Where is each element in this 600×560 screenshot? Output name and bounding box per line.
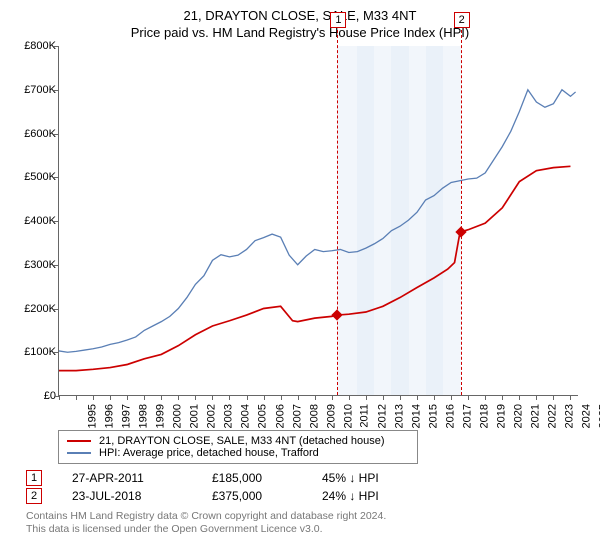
legend-row: 21, DRAYTON CLOSE, SALE, M33 4NT (detach…: [67, 435, 409, 447]
sale-date: 23-JUL-2018: [72, 489, 212, 503]
legend-swatch: [67, 440, 91, 442]
footnote: Contains HM Land Registry data © Crown c…: [26, 510, 588, 536]
x-axis-label: 2019: [496, 404, 508, 428]
y-axis-label: £600K: [12, 128, 56, 140]
x-axis-label: 2005: [257, 404, 269, 428]
sale-price: £185,000: [212, 471, 322, 485]
legend-row: HPI: Average price, detached house, Traf…: [67, 447, 409, 459]
x-axis-label: 2022: [547, 404, 559, 428]
x-axis-label: 1997: [121, 404, 133, 428]
x-axis-label: 1996: [104, 404, 116, 428]
legend-swatch: [67, 452, 91, 454]
x-axis-label: 2011: [358, 404, 370, 428]
x-axis-label: 2017: [462, 404, 474, 428]
y-axis-label: £400K: [12, 215, 56, 227]
sale-row: 2 23-JUL-2018 £375,000 24% ↓ HPI: [26, 488, 588, 504]
x-axis-label: 2008: [308, 404, 320, 428]
x-axis-label: 2016: [445, 404, 457, 428]
y-axis-label: £0: [12, 390, 56, 402]
x-axis-label: 1998: [138, 404, 150, 428]
sales-section: 1 27-APR-2011 £185,000 45% ↓ HPI 2 23-JU…: [26, 470, 588, 504]
legend: 21, DRAYTON CLOSE, SALE, M33 4NT (detach…: [58, 430, 418, 464]
x-axis-label: 1999: [155, 404, 167, 428]
footnote-line: Contains HM Land Registry data © Crown c…: [26, 510, 588, 523]
x-axis-label: 2021: [530, 404, 542, 428]
event-marker-box: 2: [454, 12, 470, 28]
y-axis-label: £700K: [12, 84, 56, 96]
x-axis-label: 2024: [581, 404, 593, 428]
x-axis-label: 2020: [513, 404, 525, 428]
y-axis-label: £100K: [12, 346, 56, 358]
x-axis-label: 2006: [274, 404, 286, 428]
x-axis-label: 2014: [410, 404, 422, 428]
event-marker-line: 1: [337, 30, 338, 395]
plot-area: 12: [58, 46, 578, 396]
x-axis-label: 2000: [172, 404, 184, 428]
sale-marker-box: 2: [26, 488, 42, 504]
chart-box: £0£100K£200K£300K£400K£500K£600K£700K£80…: [12, 46, 588, 426]
y-axis-label: £800K: [12, 40, 56, 52]
series-hpi: [59, 90, 576, 353]
sale-diff: 24% ↓ HPI: [322, 489, 462, 503]
footnote-line: This data is licensed under the Open Gov…: [26, 523, 588, 536]
x-axis-label: 2010: [342, 404, 354, 428]
legend-label: HPI: Average price, detached house, Traf…: [99, 447, 319, 459]
chart-title: 21, DRAYTON CLOSE, SALE, M33 4NT: [12, 8, 588, 23]
chart-container: 21, DRAYTON CLOSE, SALE, M33 4NT Price p…: [0, 0, 600, 560]
x-axis-label: 2015: [427, 404, 439, 428]
chart-subtitle: Price paid vs. HM Land Registry's House …: [12, 25, 588, 40]
sale-row: 1 27-APR-2011 £185,000 45% ↓ HPI: [26, 470, 588, 486]
x-axis-label: 2013: [393, 404, 405, 428]
y-axis-label: £200K: [12, 303, 56, 315]
x-axis-label: 2007: [291, 404, 303, 428]
event-marker-box: 1: [330, 12, 346, 28]
x-axis-label: 2012: [376, 404, 388, 428]
x-axis-label: 2004: [240, 404, 252, 428]
x-axis-label: 1995: [86, 404, 98, 428]
sale-marker-box: 1: [26, 470, 42, 486]
x-axis-label: 2003: [223, 404, 235, 428]
x-axis-label: 2009: [325, 404, 337, 428]
sale-date: 27-APR-2011: [72, 471, 212, 485]
y-axis-label: £500K: [12, 171, 56, 183]
sale-diff: 45% ↓ HPI: [322, 471, 462, 485]
event-marker-line: 2: [461, 30, 462, 395]
legend-label: 21, DRAYTON CLOSE, SALE, M33 4NT (detach…: [99, 435, 385, 447]
x-axis-label: 2023: [564, 404, 576, 428]
series-price_paid: [59, 166, 570, 370]
x-axis-label: 2001: [189, 404, 201, 428]
x-axis-label: 2018: [479, 404, 491, 428]
y-axis-label: £300K: [12, 259, 56, 271]
sale-price: £375,000: [212, 489, 322, 503]
chart-lines: [59, 46, 579, 396]
x-axis-label: 2002: [206, 404, 218, 428]
